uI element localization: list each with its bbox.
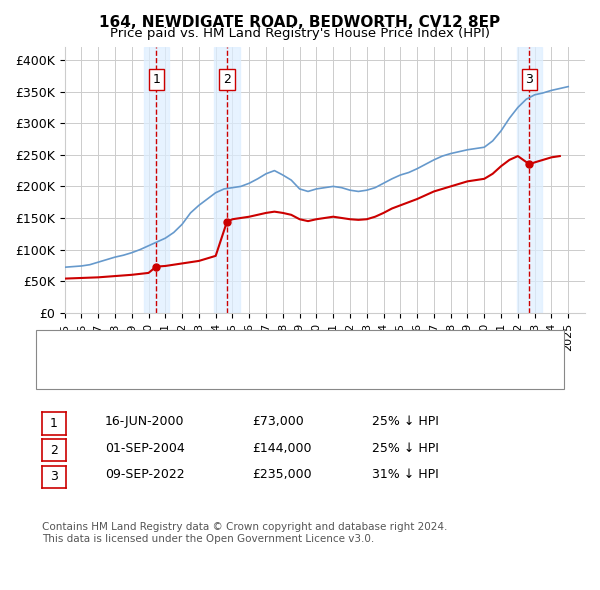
Text: 31% ↓ HPI: 31% ↓ HPI xyxy=(372,468,439,481)
Text: 1: 1 xyxy=(50,417,58,430)
Text: Price paid vs. HM Land Registry's House Price Index (HPI): Price paid vs. HM Land Registry's House … xyxy=(110,27,490,40)
Text: 2: 2 xyxy=(50,444,58,457)
Text: £73,000: £73,000 xyxy=(252,415,304,428)
Text: £144,000: £144,000 xyxy=(252,442,311,455)
Text: 3: 3 xyxy=(50,470,58,483)
Text: Contains HM Land Registry data © Crown copyright and database right 2024.: Contains HM Land Registry data © Crown c… xyxy=(42,522,448,532)
Text: 16-JUN-2000: 16-JUN-2000 xyxy=(105,415,185,428)
Text: 3: 3 xyxy=(526,73,533,86)
Text: 2: 2 xyxy=(223,73,231,86)
Text: 1: 1 xyxy=(152,73,160,86)
Text: 25% ↓ HPI: 25% ↓ HPI xyxy=(372,415,439,428)
Bar xyxy=(214,47,239,313)
Bar xyxy=(143,47,169,313)
Text: 09-SEP-2022: 09-SEP-2022 xyxy=(105,468,185,481)
Bar xyxy=(517,47,542,313)
Text: 164, NEWDIGATE ROAD, BEDWORTH, CV12 8EP: 164, NEWDIGATE ROAD, BEDWORTH, CV12 8EP xyxy=(100,15,500,30)
Text: This data is licensed under the Open Government Licence v3.0.: This data is licensed under the Open Gov… xyxy=(42,534,374,544)
Text: 01-SEP-2004: 01-SEP-2004 xyxy=(105,442,185,455)
Text: 164, NEWDIGATE ROAD, BEDWORTH, CV12 8EP (detached house): 164, NEWDIGATE ROAD, BEDWORTH, CV12 8EP … xyxy=(87,349,453,359)
Text: £235,000: £235,000 xyxy=(252,468,311,481)
Text: 25% ↓ HPI: 25% ↓ HPI xyxy=(372,442,439,455)
Text: HPI: Average price, detached house, Nuneaton and Bedworth: HPI: Average price, detached house, Nune… xyxy=(87,367,430,376)
